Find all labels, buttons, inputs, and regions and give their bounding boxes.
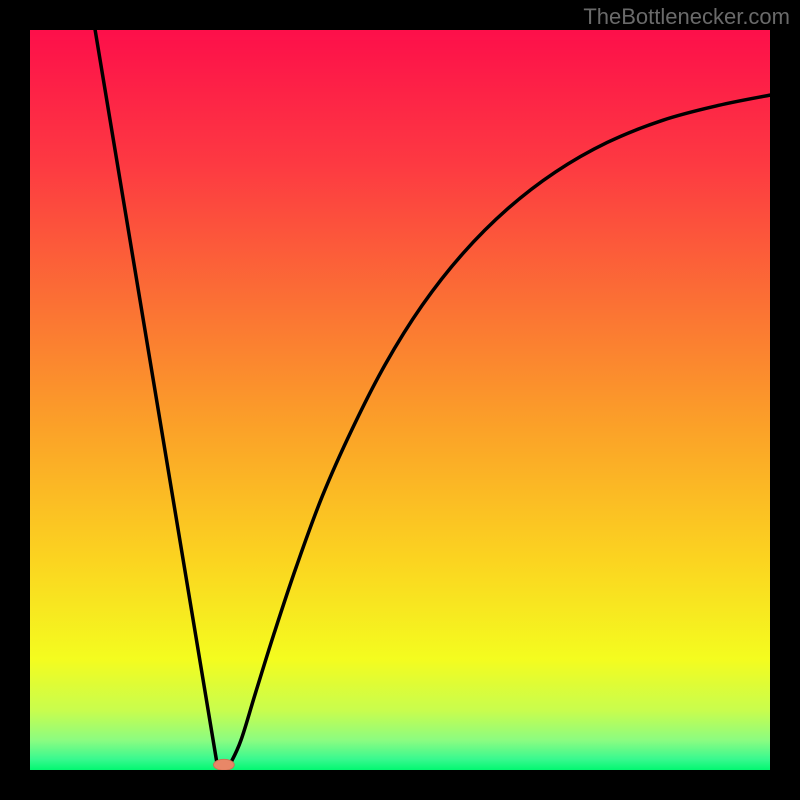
plot-background xyxy=(30,30,770,770)
watermark-text: TheBottlenecker.com xyxy=(583,4,790,30)
chart-container xyxy=(0,0,800,800)
optimal-marker xyxy=(214,759,235,770)
chart-border xyxy=(0,770,800,800)
bottleneck-chart xyxy=(0,0,800,800)
chart-border xyxy=(770,0,800,800)
chart-border xyxy=(0,0,30,800)
